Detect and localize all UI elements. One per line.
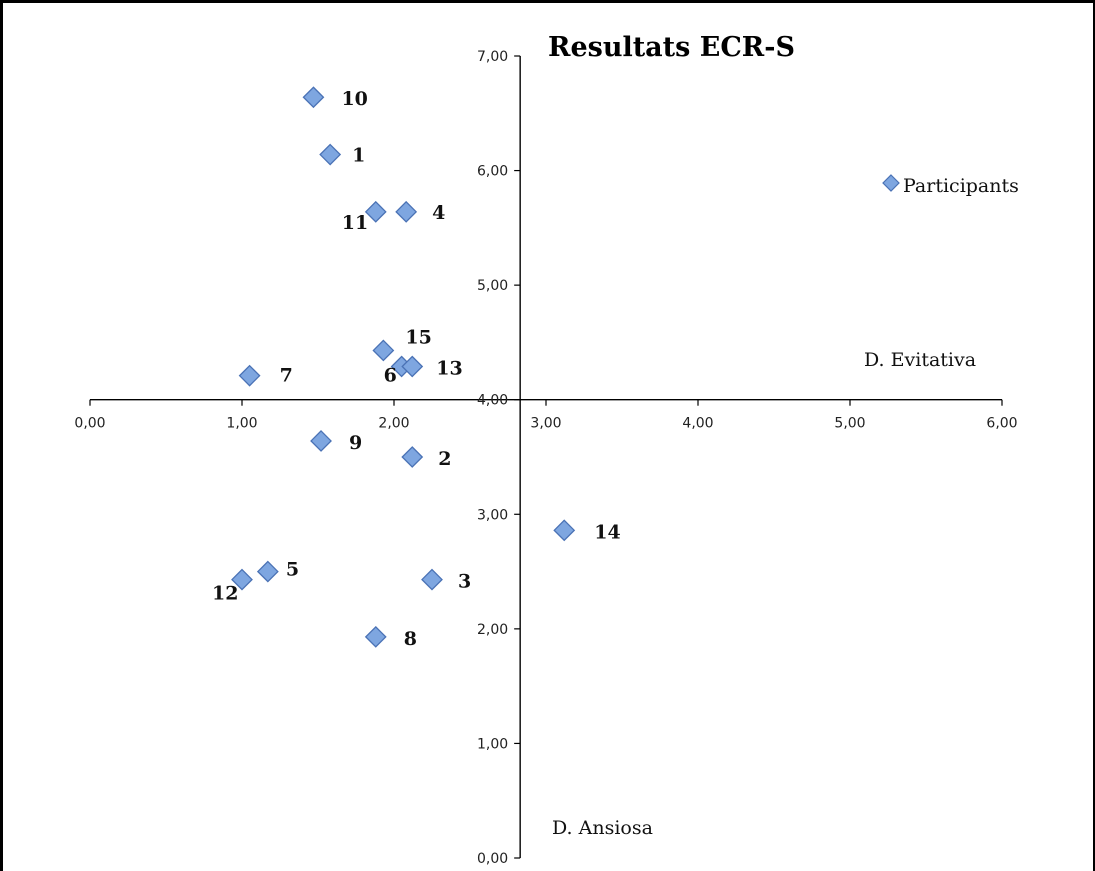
y-tick-label: 5,00 — [477, 278, 508, 294]
point-marker-2 — [401, 446, 424, 468]
point-marker-1 — [319, 143, 342, 166]
x-tick-labels: 0,00 1,00 2,00 3,00 4,00 5,00 6,00 — [74, 399, 1018, 432]
point-label-14: 14 — [594, 521, 620, 543]
point-label-15: 15 — [405, 326, 431, 348]
y-tick-label: 0,00 — [477, 851, 508, 867]
point-label-9: 9 — [349, 432, 362, 454]
x-tick-label: 2,00 — [378, 416, 409, 432]
point-marker-8 — [364, 625, 387, 648]
legend-marker — [882, 174, 900, 192]
point-label-12: 12 — [212, 583, 238, 605]
point-label-2: 2 — [438, 448, 451, 470]
x-tick-label: 1,00 — [226, 416, 257, 432]
point-marker-12 — [231, 568, 253, 591]
x-tick-label: 0,00 — [74, 416, 105, 432]
y-tick-label: 6,00 — [477, 164, 508, 180]
axes — [90, 56, 1002, 858]
point-label-4: 4 — [432, 202, 445, 224]
x-tick-label: 6,00 — [986, 416, 1017, 432]
point-marker-7 — [238, 364, 261, 387]
point-marker-11 — [364, 200, 387, 223]
point-marker-14 — [553, 519, 576, 542]
x-tick-label: 5,00 — [834, 416, 865, 432]
point-label-8: 8 — [404, 628, 417, 650]
x-axis-label: D. Evitativa — [864, 349, 976, 371]
y-tick-label: 1,00 — [477, 736, 508, 752]
point-marker-5 — [256, 560, 279, 583]
point-marker-10 — [302, 86, 325, 109]
y-tick-label: 7,00 — [477, 49, 508, 65]
x-tick-label: 4,00 — [682, 416, 713, 432]
point-label-5: 5 — [286, 559, 299, 581]
point-label-7: 7 — [280, 365, 293, 387]
point-label-6: 6 — [384, 364, 397, 386]
x-tick-label: 3,00 — [530, 416, 561, 432]
point-label-13: 13 — [436, 357, 462, 379]
y-tick-label: 4,00 — [477, 393, 508, 409]
point-marker-3 — [421, 568, 443, 591]
point-label-1: 1 — [352, 145, 365, 167]
point-label-3: 3 — [458, 571, 471, 593]
y-tick-label: 2,00 — [477, 622, 508, 638]
point-marker-4 — [395, 200, 418, 223]
y-axis-label: D. Ansiosa — [552, 817, 653, 839]
legend-label: Participants — [903, 175, 1019, 197]
y-tick-labels: 0,00 1,00 2,00 3,00 4,00 5,00 6,00 7,00 — [477, 49, 521, 867]
point-label-11: 11 — [342, 212, 368, 234]
y-tick-label: 3,00 — [477, 507, 508, 523]
point-marker-13 — [401, 355, 424, 378]
point-marker-9 — [310, 430, 332, 452]
point-marker-15 — [372, 339, 395, 362]
legend: Participants — [882, 174, 1019, 197]
point-label-10: 10 — [341, 88, 367, 110]
chart-title: Resultats ECR-S — [548, 32, 795, 63]
